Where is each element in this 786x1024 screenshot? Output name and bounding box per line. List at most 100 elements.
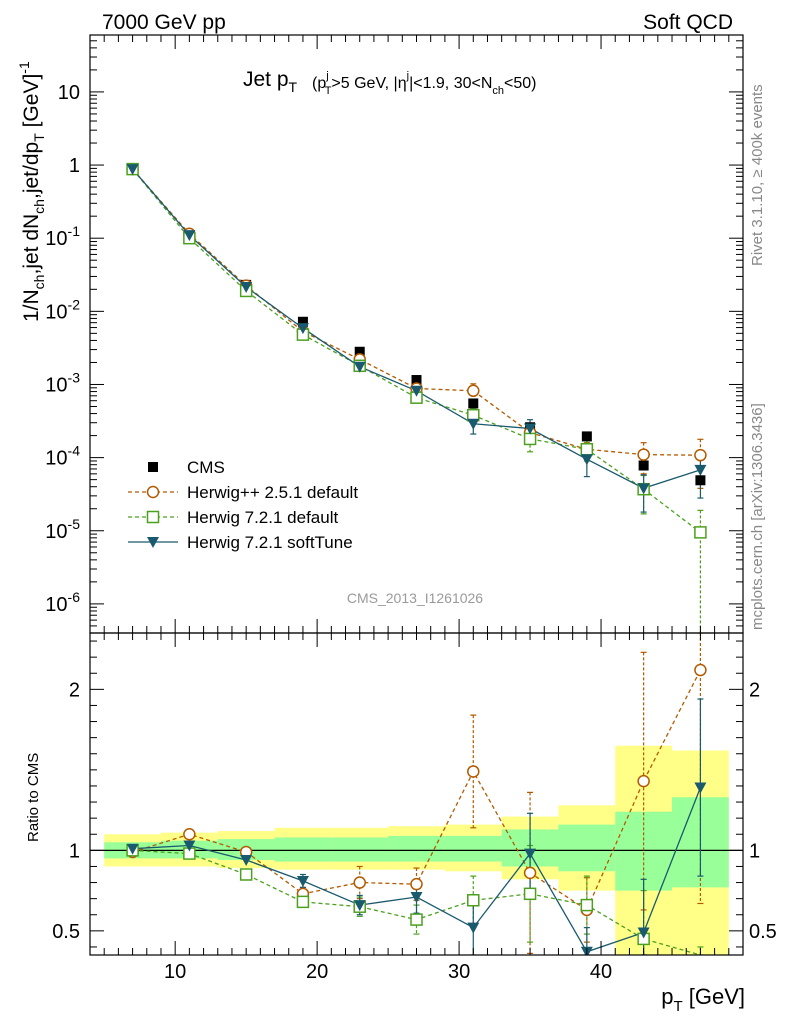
data-point-herwig-7-2-1-softtune [240,282,253,294]
uncertainty-band-green [274,837,332,862]
y-tick-label-main: 10-6 [45,589,80,616]
legend-marker-herwig-2-5-1-default [146,485,160,499]
ratio-y-tick-label-left: 1 [69,840,80,862]
mcplots-label: mcplots.cern.ch [arXiv:1306.3436] [749,403,766,630]
ratio-point-herwig-2-5-1-default [467,765,480,778]
data-point-herwig-7-2-1-softtune [126,164,139,176]
y-tick-label-main: 10 [58,82,80,104]
main-y-axis-label: 1/Nch,jet dNch,jet/dpT [GeV]-1 [16,61,47,322]
x-axis-label-sub: T [673,998,682,1015]
ratio-point-herwig-7-2-1-default [239,868,253,881]
chart-title-cuts: (pj T>5 GeV, |ηj|<1.9, 30<Nch<50) [312,70,536,97]
data-point-herwig-2-5-1-default [694,448,707,462]
y-tick-label-main: 10-4 [45,443,80,470]
data-point-cms [638,460,649,471]
y-tick-label-exponent: -4 [68,443,81,459]
chart-title-sub: T [289,79,298,95]
data-point-cms [695,475,706,486]
main-panel-content [126,162,707,633]
ratio-y-tick-label-right: 2 [749,679,760,701]
series-line-herwig-2-5-1-default [132,168,701,456]
legend-marker-cms [148,462,158,472]
data-point-herwig-7-2-1-softtune [353,361,366,373]
ratio-y-tick-label-left: 0.5 [52,921,80,943]
ratio-point-herwig-7-2-1-default [410,913,423,926]
ratio-point-herwig-7-2-1-softtune [353,900,366,912]
data-point-herwig-2-5-1-default [467,384,480,398]
y-tick-label-main: 10-2 [45,296,80,323]
header-left: 7000 GeV pp [102,11,226,34]
legend-label-herwig-7-2-1-default: Herwig 7.2.1 default [187,508,338,527]
data-point-herwig-7-2-1-default [523,432,537,446]
ratio-point-herwig-7-2-1-default [523,887,537,901]
ratio-point-herwig-7-2-1-softtune [524,848,537,860]
uncertainty-band-green [331,837,389,862]
ratio-point-herwig-7-2-1-softtune [240,855,253,867]
x-tick-label: 40 [590,961,612,983]
data-point-cms [354,346,365,357]
data-point-herwig-2-5-1-default [637,448,650,461]
ratio-point-herwig-2-5-1-default [183,828,196,841]
ratio-point-herwig-7-2-1-softtune [694,782,707,794]
series-line-herwig-7-2-1-softtune [132,168,701,490]
x-tick-label: 10 [164,961,186,983]
x-tick-label: 30 [448,961,470,983]
ratio-point-herwig-7-2-1-softtune [467,922,480,934]
y-tick-label-exponent: -6 [68,589,81,605]
legend-label-herwig-7-2-1-softtune: Herwig 7.2.1 softTune [187,533,353,552]
ratio-y-axis-label: Ratio to CMS [25,753,42,842]
rivet-label: Rivet 3.1.10, ≥ 400k events [749,84,766,266]
legend-label-herwig-2-5-1-default: Herwig++ 2.5.1 default [187,483,358,502]
ratio-panel-content [90,633,743,955]
ratio-point-herwig-2-5-1-default [353,876,366,889]
y-tick-label-main: 10-3 [45,369,80,396]
header-right: Soft QCD [643,11,733,34]
ratio-point-herwig-7-2-1-softtune [637,927,650,939]
ratio-y-tick-label-left: 2 [69,679,80,701]
uncertainty-band-green [558,824,616,872]
legend-label-cms: CMS [187,458,225,477]
analysis-watermark: CMS_2013_I1261026 [347,590,483,606]
data-point-herwig-7-2-1-softtune [694,464,707,476]
ratio-point-herwig-2-5-1-default [637,774,650,788]
y-tick-label-exponent: -5 [68,516,81,532]
data-point-herwig-7-2-1-softtune [637,483,650,495]
series-line-herwig-7-2-1-default [132,168,701,533]
y-tick-label-base: 10 [45,301,67,323]
ratio-axis-ticks: 0.5 0.5 1 1 2 2 10 20 30 40 [52,633,777,983]
y-tick-label-base: 10 [58,82,80,104]
ratio-point-herwig-7-2-1-softtune [183,840,196,852]
y-tick-label-base: 1 [69,155,80,177]
y-tick-label-base: 10 [45,521,67,543]
x-axis-label-unit: [GeV] [683,984,745,1009]
data-point-herwig-7-2-1-softtune [467,418,480,430]
ratio-point-herwig-7-2-1-softtune [126,843,139,855]
ratio-point-herwig-2-5-1-default [523,866,537,880]
ratio-point-herwig-7-2-1-default [296,895,310,909]
ratio-point-herwig-2-5-1-default [694,663,707,677]
data-point-herwig-7-2-1-softtune [296,323,309,335]
data-point-herwig-7-2-1-softtune [580,454,593,466]
legend-marker-herwig-7-2-1-default [146,510,160,524]
y-tick-label-exponent: -2 [68,296,81,312]
ratio-point-herwig-7-2-1-softtune [410,892,423,904]
chart-title: Jet pT [243,68,298,95]
legend: CMS Herwig++ 2.5.1 default Herwig 7.2.1 de… [128,458,358,552]
data-point-cms [297,316,308,327]
chart-title-main: Jet p [243,68,289,91]
ratio-point-herwig-7-2-1-default [580,898,594,912]
data-point-herwig-7-2-1-softtune [183,230,196,242]
y-tick-label-base: 10 [45,448,67,470]
ratio-point-herwig-7-2-1-default [467,894,480,907]
data-point-herwig-7-2-1-softtune [410,385,423,397]
data-point-herwig-7-2-1-default [580,443,594,456]
data-point-herwig-7-2-1-default [694,526,707,539]
y-tick-label-base: 10 [45,594,67,616]
data-point-cms [468,398,479,409]
data-point-herwig-7-2-1-softtune [524,423,537,435]
y-tick-label-base: 10 [45,228,67,250]
x-axis-label: pT [GeV] [661,984,745,1015]
y-tick-label-main: 10-5 [45,516,80,543]
